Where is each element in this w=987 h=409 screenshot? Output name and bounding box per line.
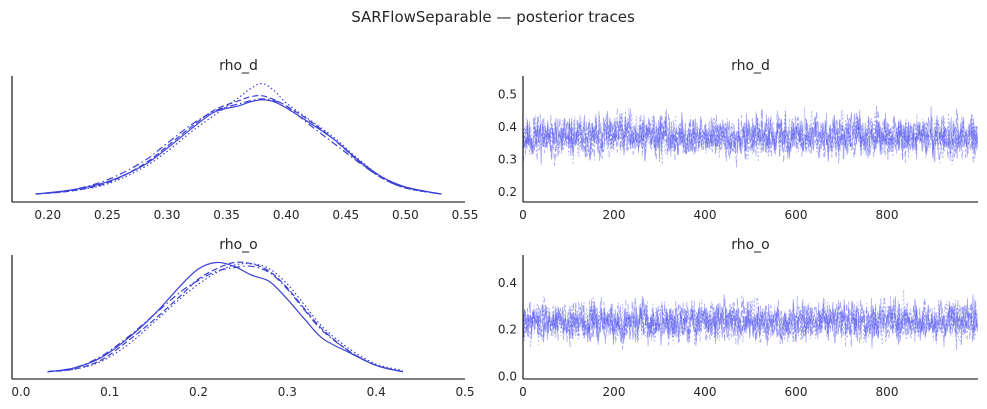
density-line-chain-1 (47, 261, 403, 373)
density-line-chain-0 (47, 261, 403, 373)
panel-3: rho_o 0.0 0.2 0.4 0 200 400 600 800 (498, 237, 978, 399)
panel-2: rho_o 0.0 0.1 0.2 0.3 0.4 0.5 (11, 237, 474, 399)
y-tick-label: 0.3 (498, 153, 517, 167)
trace-line-chain-3 (522, 289, 978, 348)
y-tick-label: 0.0 (498, 370, 517, 384)
x-tick-label: 0.20 (34, 208, 61, 222)
x-tick-label: 600 (785, 208, 808, 222)
x-tick-label: 0.45 (332, 208, 359, 222)
panel-title: rho_o (731, 237, 770, 253)
figure-title: SARFlowSeparable — posterior traces (351, 8, 635, 26)
trace-line-chain-2 (522, 104, 978, 169)
trace-line-chain-2 (522, 295, 978, 350)
x-tick-label: 0.3 (278, 385, 297, 399)
x-tick-label: 200 (603, 385, 626, 399)
x-tick-label: 0.4 (367, 385, 386, 399)
x-tick-label: 0.5 (455, 385, 474, 399)
panels: rho_d0.20 0.25 0.30 0.35 0.40 0.45 0.50 0.55rho… (11, 58, 978, 399)
x-tick-label: 0.1 (100, 385, 119, 399)
x-tick-label: 0.2 (189, 385, 208, 399)
x-tick-label: 400 (694, 208, 717, 222)
x-tick-label: 400 (694, 385, 717, 399)
y-tick-label: 0.5 (498, 87, 517, 101)
trace-line-chain-3 (522, 106, 978, 165)
x-tick-label: 0.50 (392, 208, 419, 222)
panel-title: rho_d (219, 58, 258, 74)
y-tick-label: 0.4 (498, 120, 517, 134)
x-tick-label: 0.35 (213, 208, 240, 222)
y-tick-label: 0.2 (498, 323, 517, 337)
x-tick-label: 800 (876, 208, 899, 222)
density-line-chain-2 (47, 265, 403, 373)
x-tick-label: 0.55 (452, 208, 479, 222)
panel-title: rho_d (731, 58, 770, 74)
density-line-chain-2 (35, 98, 442, 195)
x-tick-label: 0.0 (11, 385, 30, 399)
density-line-chain-3 (35, 82, 442, 195)
x-tick-label: 0.30 (154, 208, 181, 222)
density-line-chain-1 (35, 95, 442, 195)
x-tick-label: 0 (519, 385, 527, 399)
x-tick-label: 800 (876, 385, 899, 399)
x-tick-label: 0 (519, 208, 527, 222)
y-tick-label: 0.4 (498, 276, 517, 290)
x-tick-label: 600 (785, 385, 808, 399)
x-tick-label: 0.40 (273, 208, 300, 222)
panel-0: rho_d 0.20 0.25 0.30 0.35 0.40 0.45 0.50 0.55 (11, 58, 479, 222)
x-tick-label: 0.25 (94, 208, 121, 222)
x-tick-label: 200 (603, 208, 626, 222)
panel-1: rho_d 0.2 0.3 0.4 0.5 0 200 400 600 800 (498, 58, 978, 222)
y-tick-label: 0.2 (498, 185, 517, 199)
density-line-chain-3 (47, 262, 403, 373)
panel-title: rho_o (219, 237, 258, 253)
density-line-chain-0 (35, 99, 442, 195)
